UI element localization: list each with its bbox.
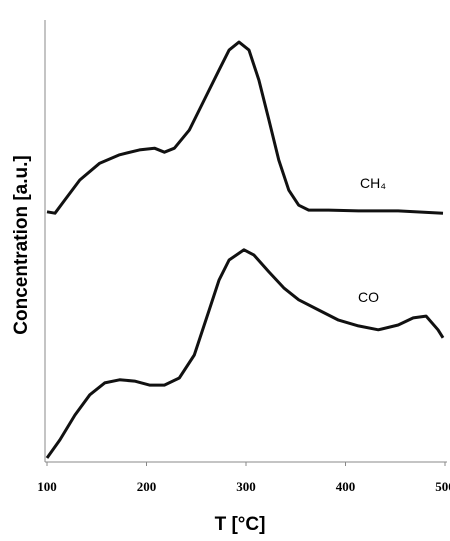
line: [45, 248, 445, 459]
line: [46, 40, 444, 215]
x-tick-label: 400: [336, 479, 356, 494]
x-tick-label: 200: [137, 479, 157, 494]
series-label: CO: [358, 289, 379, 305]
x-tick-label: 500: [435, 479, 450, 494]
x-axis-title: T [°C]: [215, 514, 266, 535]
y-axis-title: Concentration [a.u.]: [11, 155, 32, 334]
x-tick-label: 300: [236, 479, 256, 494]
x-tick-label: 100: [37, 479, 57, 494]
series-label: CH₄: [360, 175, 386, 191]
